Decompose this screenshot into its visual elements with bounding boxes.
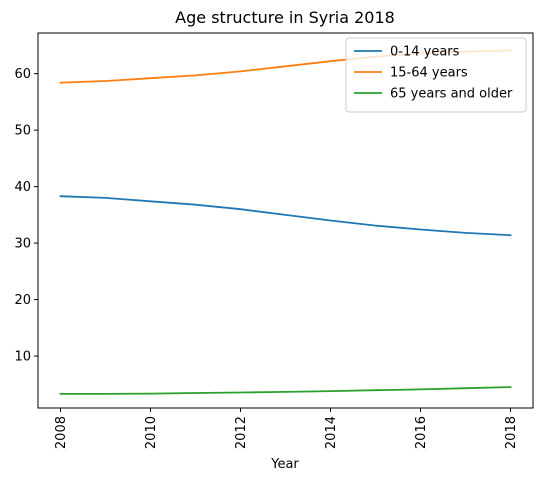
x-tick-label: 2018 <box>504 416 519 449</box>
legend-label-2: 65 years and older <box>390 87 513 102</box>
y-tick-label: 50 <box>14 124 31 139</box>
legend-box <box>345 37 527 113</box>
x-tick-label: 2010 <box>144 416 159 449</box>
x-tick-label: 2012 <box>234 416 249 449</box>
legend: 0-14 years 15-64 years 65 years and older <box>345 37 527 113</box>
x-axis-label: Year <box>270 457 299 472</box>
series-line-0 <box>59 195 512 237</box>
x-tick-label: 2008 <box>54 416 69 449</box>
chart-title: Age structure in Syria 2018 <box>175 8 395 27</box>
y-tick-label: 20 <box>14 293 31 308</box>
y-tick-label: 40 <box>14 180 31 195</box>
y-tick-label: 10 <box>14 350 31 365</box>
legend-label-0: 0-14 years <box>390 45 460 60</box>
x-tick-label: 2014 <box>324 416 339 449</box>
y-tick-label: 30 <box>14 237 31 252</box>
y-tick-label: 60 <box>14 67 31 82</box>
plot-frame <box>37 32 534 409</box>
legend-label-1: 15-64 years <box>390 66 468 81</box>
y-axis: 10 20 30 40 50 60 <box>14 67 38 365</box>
x-tick-label: 2016 <box>414 416 429 449</box>
series-line-2 <box>59 386 512 395</box>
x-axis: 2008 2010 2012 2014 2016 2018 <box>54 408 519 449</box>
